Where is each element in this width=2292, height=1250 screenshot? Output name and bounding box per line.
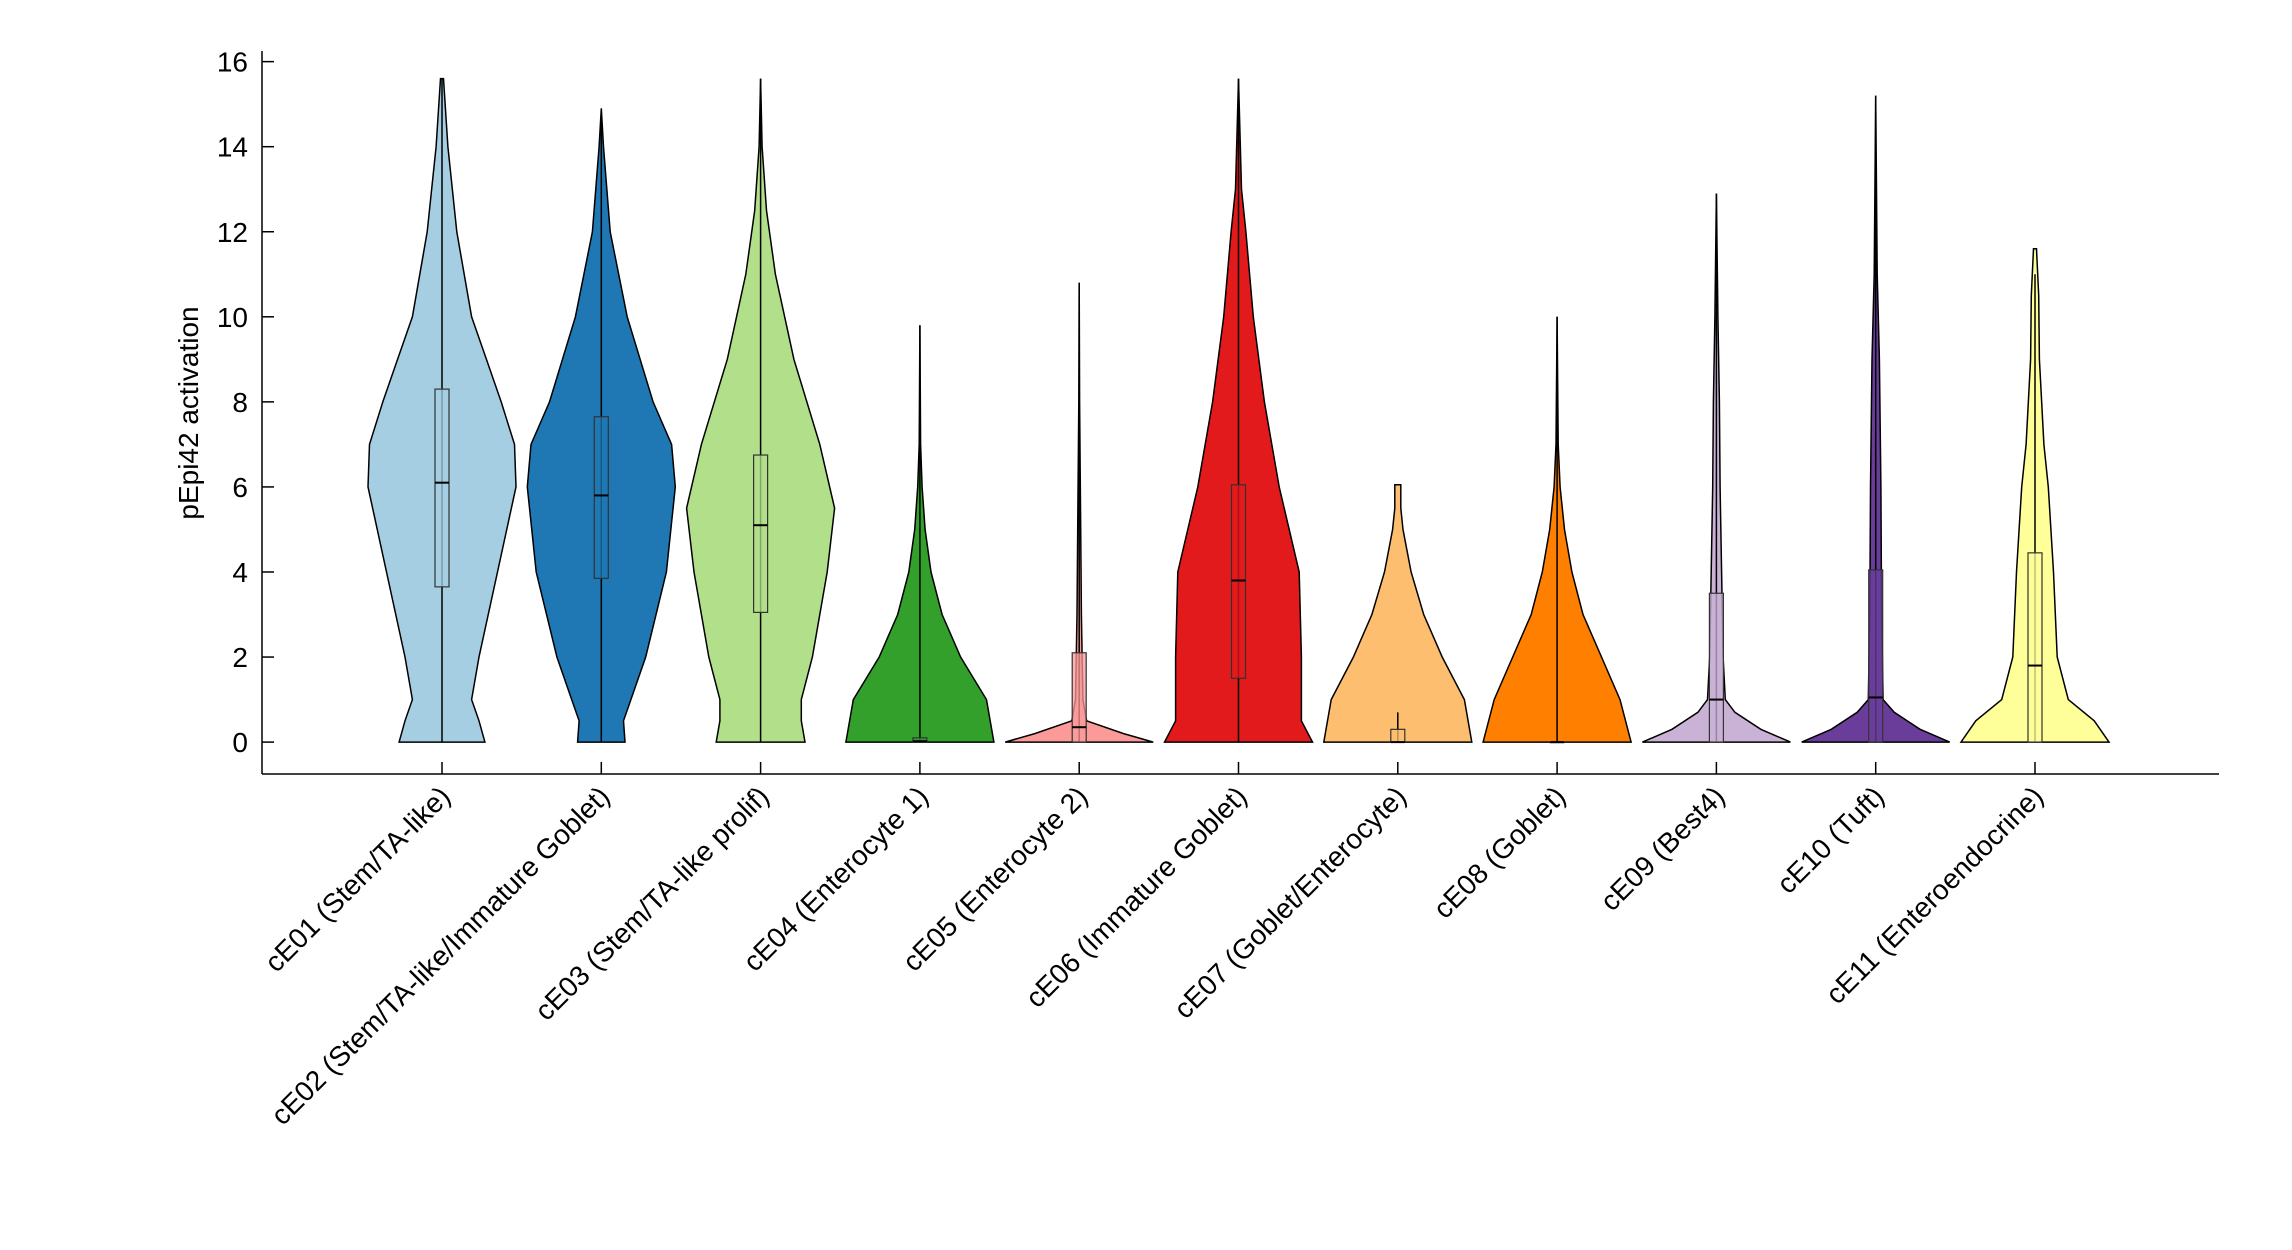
y-tick-label: 4 xyxy=(232,557,248,588)
y-axis-label: pEpi42 activation xyxy=(173,306,204,519)
x-tick-label: cE08 (Goblet) xyxy=(1427,780,1571,924)
violin xyxy=(1322,484,1473,743)
box xyxy=(1708,592,1725,743)
box xyxy=(593,416,609,579)
x-tick-label: cE02 (Stem/TA-like/Immature Goblet) xyxy=(265,780,616,1131)
box xyxy=(1868,569,1884,743)
box xyxy=(2027,552,2043,743)
y-tick-label: 8 xyxy=(232,387,248,418)
y-tick-label: 14 xyxy=(217,132,248,163)
y-tick-label: 6 xyxy=(232,472,248,503)
y-tick-label: 12 xyxy=(217,217,248,248)
box xyxy=(1390,728,1406,743)
box xyxy=(434,388,450,588)
box xyxy=(1230,484,1247,679)
y-tick-label: 2 xyxy=(232,642,248,673)
box xyxy=(1071,652,1087,743)
y-tick-label: 10 xyxy=(217,302,248,333)
x-tick-label: cE10 (Tuft) xyxy=(1771,780,1890,899)
y-tick-label: 16 xyxy=(217,47,248,78)
box xyxy=(752,454,769,613)
y-tick-label: 0 xyxy=(232,727,248,758)
x-tick-label: cE09 (Best4) xyxy=(1594,780,1730,916)
